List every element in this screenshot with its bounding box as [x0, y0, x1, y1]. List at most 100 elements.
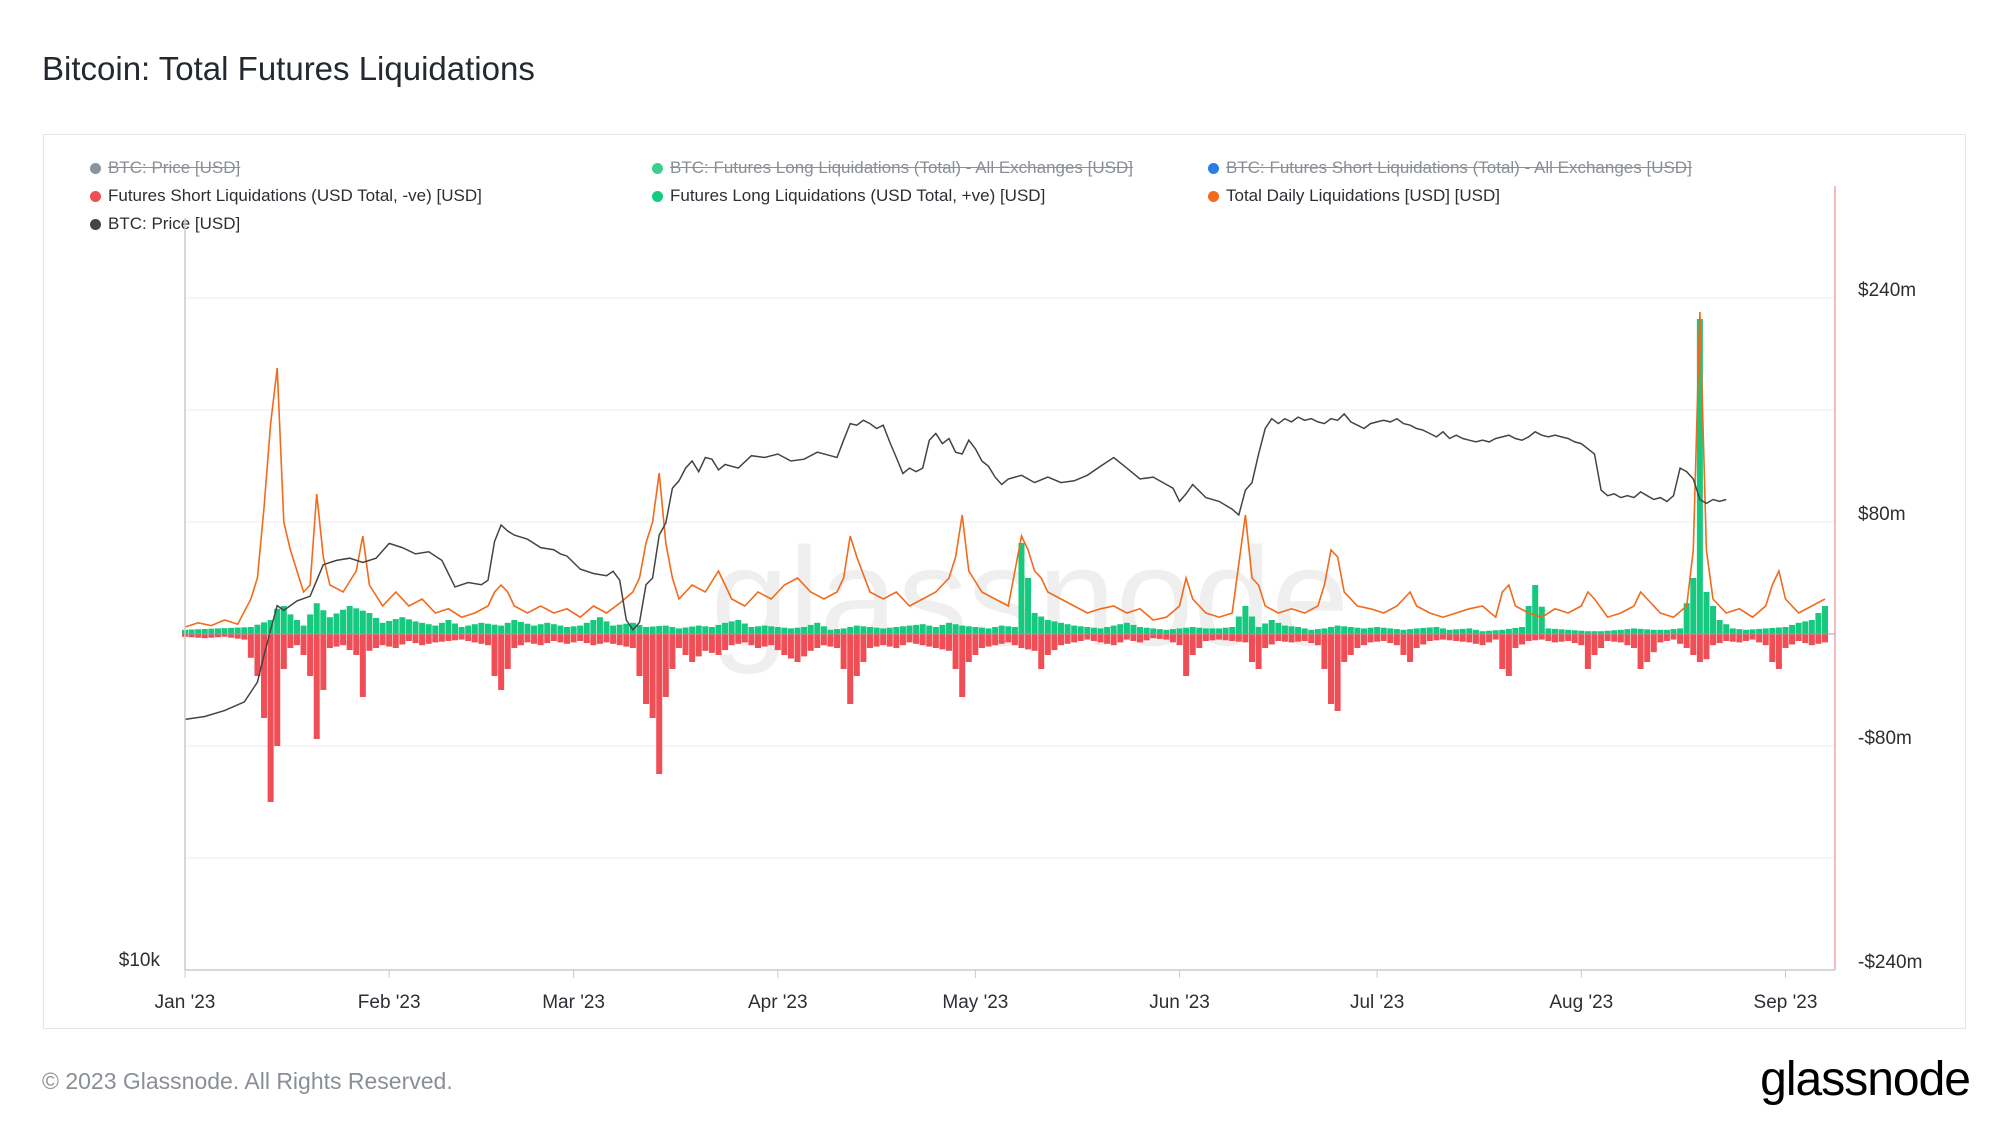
legend-item[interactable]: BTC: Price [USD] — [90, 214, 240, 234]
short-liquidation-bar — [820, 634, 827, 646]
long-liquidation-bar — [228, 627, 235, 634]
x-tick-label: Jun '23 — [1149, 992, 1210, 1013]
legend-swatch-icon — [90, 190, 101, 202]
long-liquidation-bar — [557, 625, 564, 634]
short-liquidation-bar — [1176, 634, 1183, 646]
short-liquidation-bar — [1782, 634, 1789, 648]
long-liquidation-bar — [873, 627, 880, 634]
legend-item[interactable]: BTC: Futures Short Liquidations (Total) … — [1208, 158, 1692, 178]
short-liquidation-bar — [649, 634, 656, 718]
short-liquidation-bar — [1341, 634, 1348, 662]
short-liquidation-bar — [616, 634, 623, 646]
short-liquidation-bar — [972, 634, 979, 655]
short-liquidation-bar — [1723, 634, 1730, 641]
long-liquidation-bar — [208, 628, 215, 634]
long-liquidation-bar — [201, 628, 208, 634]
legend-item[interactable]: Futures Long Liquidations (USD Total, +v… — [652, 186, 1045, 206]
short-liquidation-bar — [261, 634, 268, 718]
long-liquidation-bar — [748, 627, 755, 634]
short-liquidation-bar — [1275, 634, 1282, 641]
long-liquidation-bar — [340, 609, 347, 634]
short-liquidation-bar — [913, 634, 920, 644]
long-liquidation-bar — [761, 625, 768, 634]
legend-item[interactable]: Total Daily Liquidations [USD] [USD] — [1208, 186, 1500, 206]
short-liquidation-bar — [583, 634, 590, 644]
short-liquidation-bar — [1347, 634, 1354, 655]
short-liquidation-bar — [985, 634, 992, 647]
long-liquidation-bar — [1729, 628, 1736, 634]
short-liquidation-bar — [1071, 634, 1078, 643]
short-liquidation-bar — [452, 634, 459, 641]
legend-label: Total Daily Liquidations [USD] [USD] — [1226, 186, 1501, 205]
legend-swatch-icon — [90, 218, 101, 230]
long-liquidation-bar — [708, 627, 715, 634]
long-liquidation-bar — [1097, 628, 1104, 634]
short-liquidation-bar — [629, 634, 636, 648]
y-right-tick-label: -$80m — [1858, 728, 1912, 749]
long-liquidation-bar — [1196, 627, 1203, 634]
short-liquidation-bar — [1584, 634, 1591, 669]
short-liquidation-bar — [228, 634, 235, 638]
legend-swatch-icon — [1208, 162, 1219, 174]
short-liquidation-bar — [880, 634, 887, 646]
short-liquidation-bar — [346, 634, 353, 651]
short-liquidation-bar — [326, 634, 333, 648]
short-liquidation-bar — [254, 634, 261, 676]
short-liquidation-bar — [1762, 634, 1769, 646]
short-liquidation-bar — [1117, 634, 1124, 643]
short-liquidation-bar — [1011, 634, 1018, 646]
long-liquidation-bar — [1670, 629, 1677, 634]
long-liquidation-bar — [1077, 626, 1084, 634]
legend-item[interactable]: BTC: Price [USD] — [90, 158, 240, 178]
long-liquidation-bar — [893, 627, 900, 634]
short-liquidation-bar — [1025, 634, 1032, 650]
long-liquidation-bar — [972, 627, 979, 634]
short-liquidation-bar — [1551, 634, 1558, 643]
long-liquidation-bar — [755, 626, 762, 634]
short-liquidation-bar — [1248, 634, 1255, 662]
short-liquidation-bar — [662, 634, 669, 697]
long-liquidation-bar — [320, 610, 327, 634]
long-liquidation-bar — [1341, 626, 1348, 634]
short-liquidation-bar — [1519, 634, 1526, 645]
short-liquidation-bar — [774, 634, 781, 651]
long-liquidation-bar — [1295, 627, 1302, 634]
long-liquidation-bar — [787, 628, 794, 634]
short-liquidation-bar — [1756, 634, 1763, 643]
short-liquidation-bar — [1459, 634, 1466, 642]
short-liquidation-bar — [1611, 634, 1618, 642]
short-liquidation-bar — [1051, 634, 1058, 651]
long-liquidation-bar — [405, 619, 412, 634]
legend-item[interactable]: Futures Short Liquidations (USD Total, -… — [90, 186, 482, 206]
long-liquidation-bar — [1505, 628, 1512, 634]
long-liquidation-bar — [860, 626, 867, 634]
legend-item[interactable]: BTC: Futures Long Liquidations (Total) -… — [652, 158, 1133, 178]
long-liquidation-bar — [261, 622, 268, 634]
short-liquidation-bar — [675, 634, 682, 648]
long-liquidation-bar — [465, 625, 472, 634]
long-liquidation-bar — [1262, 623, 1269, 634]
short-liquidation-bar — [1018, 634, 1025, 648]
long-liquidation-bar — [820, 626, 827, 634]
short-liquidation-bar — [1097, 634, 1104, 643]
short-liquidation-bar — [1196, 634, 1203, 648]
long-liquidation-bar — [1690, 578, 1697, 634]
short-liquidation-bar — [1031, 634, 1038, 651]
long-liquidation-bar — [1795, 622, 1802, 634]
short-liquidation-bar — [247, 634, 254, 658]
long-liquidation-bar — [241, 627, 248, 634]
short-liquidation-bar — [577, 634, 584, 641]
short-liquidation-bar — [623, 634, 630, 647]
long-liquidation-bar — [1005, 626, 1012, 634]
long-liquidation-bar — [1229, 627, 1236, 634]
long-liquidation-bar — [834, 629, 841, 634]
short-liquidation-bar — [1591, 634, 1598, 655]
short-liquidation-bar — [1736, 634, 1743, 643]
long-liquidation-bar — [932, 627, 939, 634]
short-liquidation-bar — [241, 634, 248, 640]
long-liquidation-bar — [1268, 620, 1275, 634]
short-liquidation-bar — [1598, 634, 1605, 648]
long-liquidation-bar — [1512, 627, 1519, 634]
long-liquidation-bar — [1328, 627, 1335, 634]
short-liquidation-bar — [834, 634, 841, 648]
